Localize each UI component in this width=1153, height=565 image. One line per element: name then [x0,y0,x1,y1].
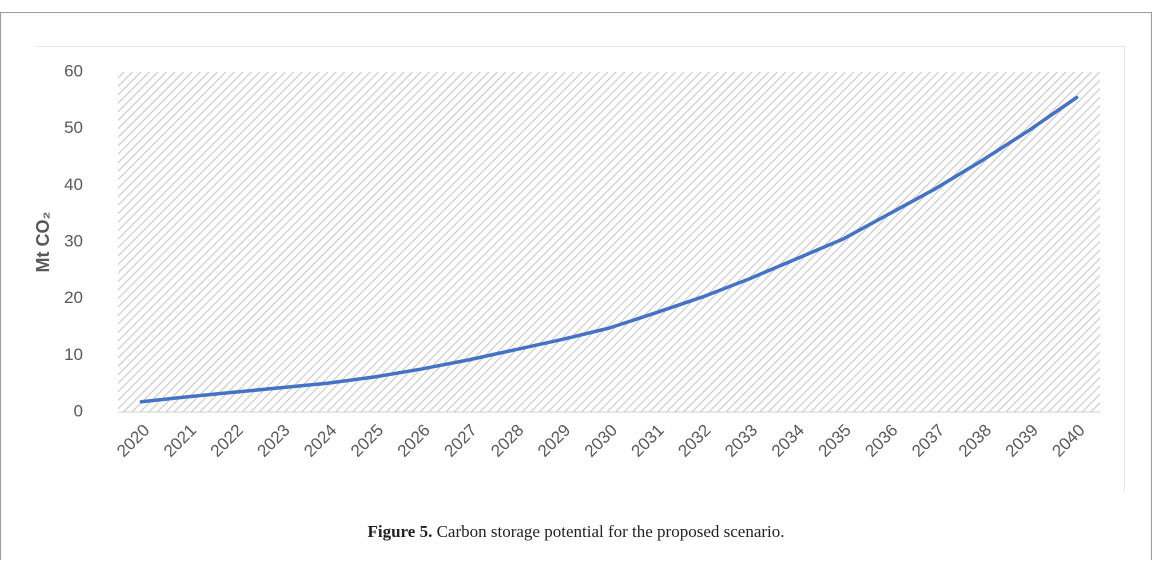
caption: Figure 5. Carbon storage potential for t… [367,522,784,541]
figure-border [0,12,1152,565]
x-tick-label: 2028 [487,421,527,461]
y-tick-label: 50 [64,118,83,137]
x-tick-label: 2039 [1002,421,1042,461]
y-tick-label: 10 [64,345,83,364]
y-tick-label: 0 [74,401,83,420]
caption-text: Carbon storage potential for the propose… [437,522,785,541]
x-tick-label: 2022 [207,421,247,461]
x-tick-label: 2024 [300,421,340,461]
y-tick-label: 20 [64,288,83,307]
y-tick-label: 40 [64,175,83,194]
x-tick-label: 2033 [721,421,761,461]
line-series [139,95,1079,404]
x-tick-label: 2026 [394,421,434,461]
x-tick-label: 2029 [534,421,574,461]
y-tick-label: 30 [64,231,83,250]
x-tick-label: 2038 [955,421,995,461]
x-tick-label: 2031 [628,421,668,461]
x-tick-label: 2034 [768,421,808,461]
x-tick-label: 2037 [908,421,948,461]
x-tick-label: 2040 [1048,421,1088,461]
y-axis-label: Mt CO₂ [33,212,53,273]
plot-area [118,72,1100,412]
caption-label: Figure 5. [367,522,432,541]
x-tick-label: 2021 [160,421,200,461]
x-tick-label: 2020 [113,421,153,461]
y-tick-label: 60 [64,61,83,80]
x-tick-label: 2027 [441,421,481,461]
x-tick-label: 2035 [815,421,855,461]
x-tick-label: 2036 [861,421,901,461]
x-tick-label: 2030 [581,421,621,461]
x-tick-label: 2023 [253,421,293,461]
x-tick-label: 2032 [674,421,714,461]
x-tick-label: 2025 [347,421,387,461]
